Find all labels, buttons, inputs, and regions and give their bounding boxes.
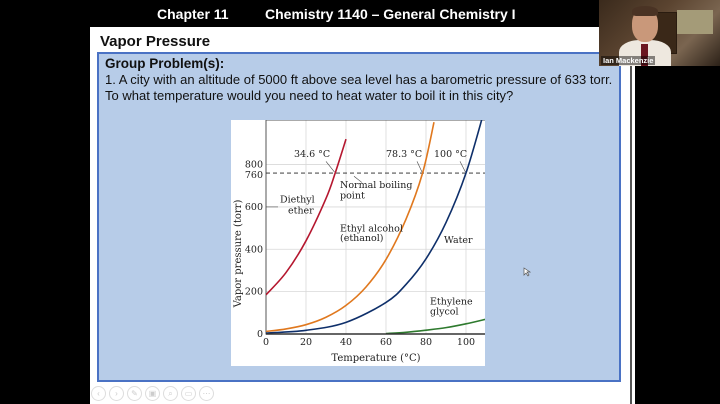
chapter-label: Chapter 11 xyxy=(157,6,229,22)
leader-line xyxy=(325,161,335,173)
slide-title: Vapor Pressure xyxy=(100,33,211,50)
slideshow-controls: ‹ › ✎ ▣ ⌕ ▭ ⋯ xyxy=(91,386,214,404)
leader-line xyxy=(416,161,423,173)
problem-heading: Group Problem(s): xyxy=(105,56,225,71)
presenter-hair xyxy=(632,6,658,16)
previous-slide-button[interactable]: ‹ xyxy=(91,386,106,401)
boiling-point-label-ether: 34.6 °C xyxy=(294,149,330,160)
subtitles-button[interactable]: ▭ xyxy=(181,386,196,401)
wall-painting xyxy=(677,10,713,34)
series-curve-ethylene-glycol xyxy=(385,318,485,334)
presenter-webcam: Ian Mackenzie xyxy=(599,0,720,66)
series-curve-ethyl-alcohol-ethanol- xyxy=(266,122,435,333)
slide: Vapor Pressure Group Problem(s): 1. A ci… xyxy=(90,27,635,404)
x-tick-label: 60 xyxy=(380,337,392,348)
x-tick-label: 40 xyxy=(340,337,352,348)
series-curve-water xyxy=(266,120,483,334)
diethyl-ether-label: Diethyl xyxy=(280,195,315,206)
series-curve-diethyl-ether xyxy=(266,138,347,296)
more-options-button[interactable]: ⋯ xyxy=(199,386,214,401)
next-slide-button[interactable]: › xyxy=(109,386,124,401)
ethylene-glycol-label: glycol xyxy=(430,306,459,317)
y-axis-title: Vapor pressure (torr) xyxy=(233,200,244,309)
normal-boiling-label: Normal boiling xyxy=(340,180,412,191)
x-tick-label: 80 xyxy=(420,337,432,348)
ethanol-label: (ethanol) xyxy=(340,233,384,244)
background-panel xyxy=(635,66,720,404)
ethylene-glycol-label: Ethylene xyxy=(430,296,473,307)
x-tick-label: 20 xyxy=(300,337,312,348)
ethanol-label: Ethyl alcohol xyxy=(340,223,403,234)
problem-text: 1. A city with an altitude of 5000 ft ab… xyxy=(105,72,613,103)
pen-tool-button[interactable]: ✎ xyxy=(127,386,142,401)
y-tick-label: 760 xyxy=(245,170,263,181)
vapor-pressure-chart: 0 20 40 60 80 100 0 200 400 600 800 760 Temperature … xyxy=(231,120,485,366)
x-tick-label: 100 xyxy=(457,337,475,348)
divider xyxy=(630,66,632,404)
leader-line xyxy=(353,175,363,183)
presenter-tie xyxy=(641,44,648,66)
y-tick-label: 0 xyxy=(257,329,263,340)
x-axis-title: Temperature (°C) xyxy=(331,353,420,364)
y-tick-label: 400 xyxy=(245,244,263,255)
boiling-point-label-ethanol: 78.3 °C xyxy=(386,149,422,160)
zoom-button[interactable]: ⌕ xyxy=(163,386,178,401)
normal-boiling-label: point xyxy=(340,190,365,201)
boiling-point-label-water: 100 °C xyxy=(434,149,467,160)
leader-line xyxy=(459,161,466,173)
x-tick-label: 0 xyxy=(263,337,269,348)
see-all-slides-button[interactable]: ▣ xyxy=(145,386,160,401)
y-tick-label: 200 xyxy=(245,287,263,298)
water-label: Water xyxy=(444,235,473,246)
y-tick-label: 800 xyxy=(245,160,263,171)
mouse-cursor-icon xyxy=(523,267,531,277)
course-title: Chemistry 1140 – General Chemistry I xyxy=(265,6,516,22)
y-tick-label: 600 xyxy=(245,202,263,213)
diethyl-ether-label: ether xyxy=(288,205,314,216)
presenter-name: Ian Mackenzie xyxy=(601,56,656,65)
